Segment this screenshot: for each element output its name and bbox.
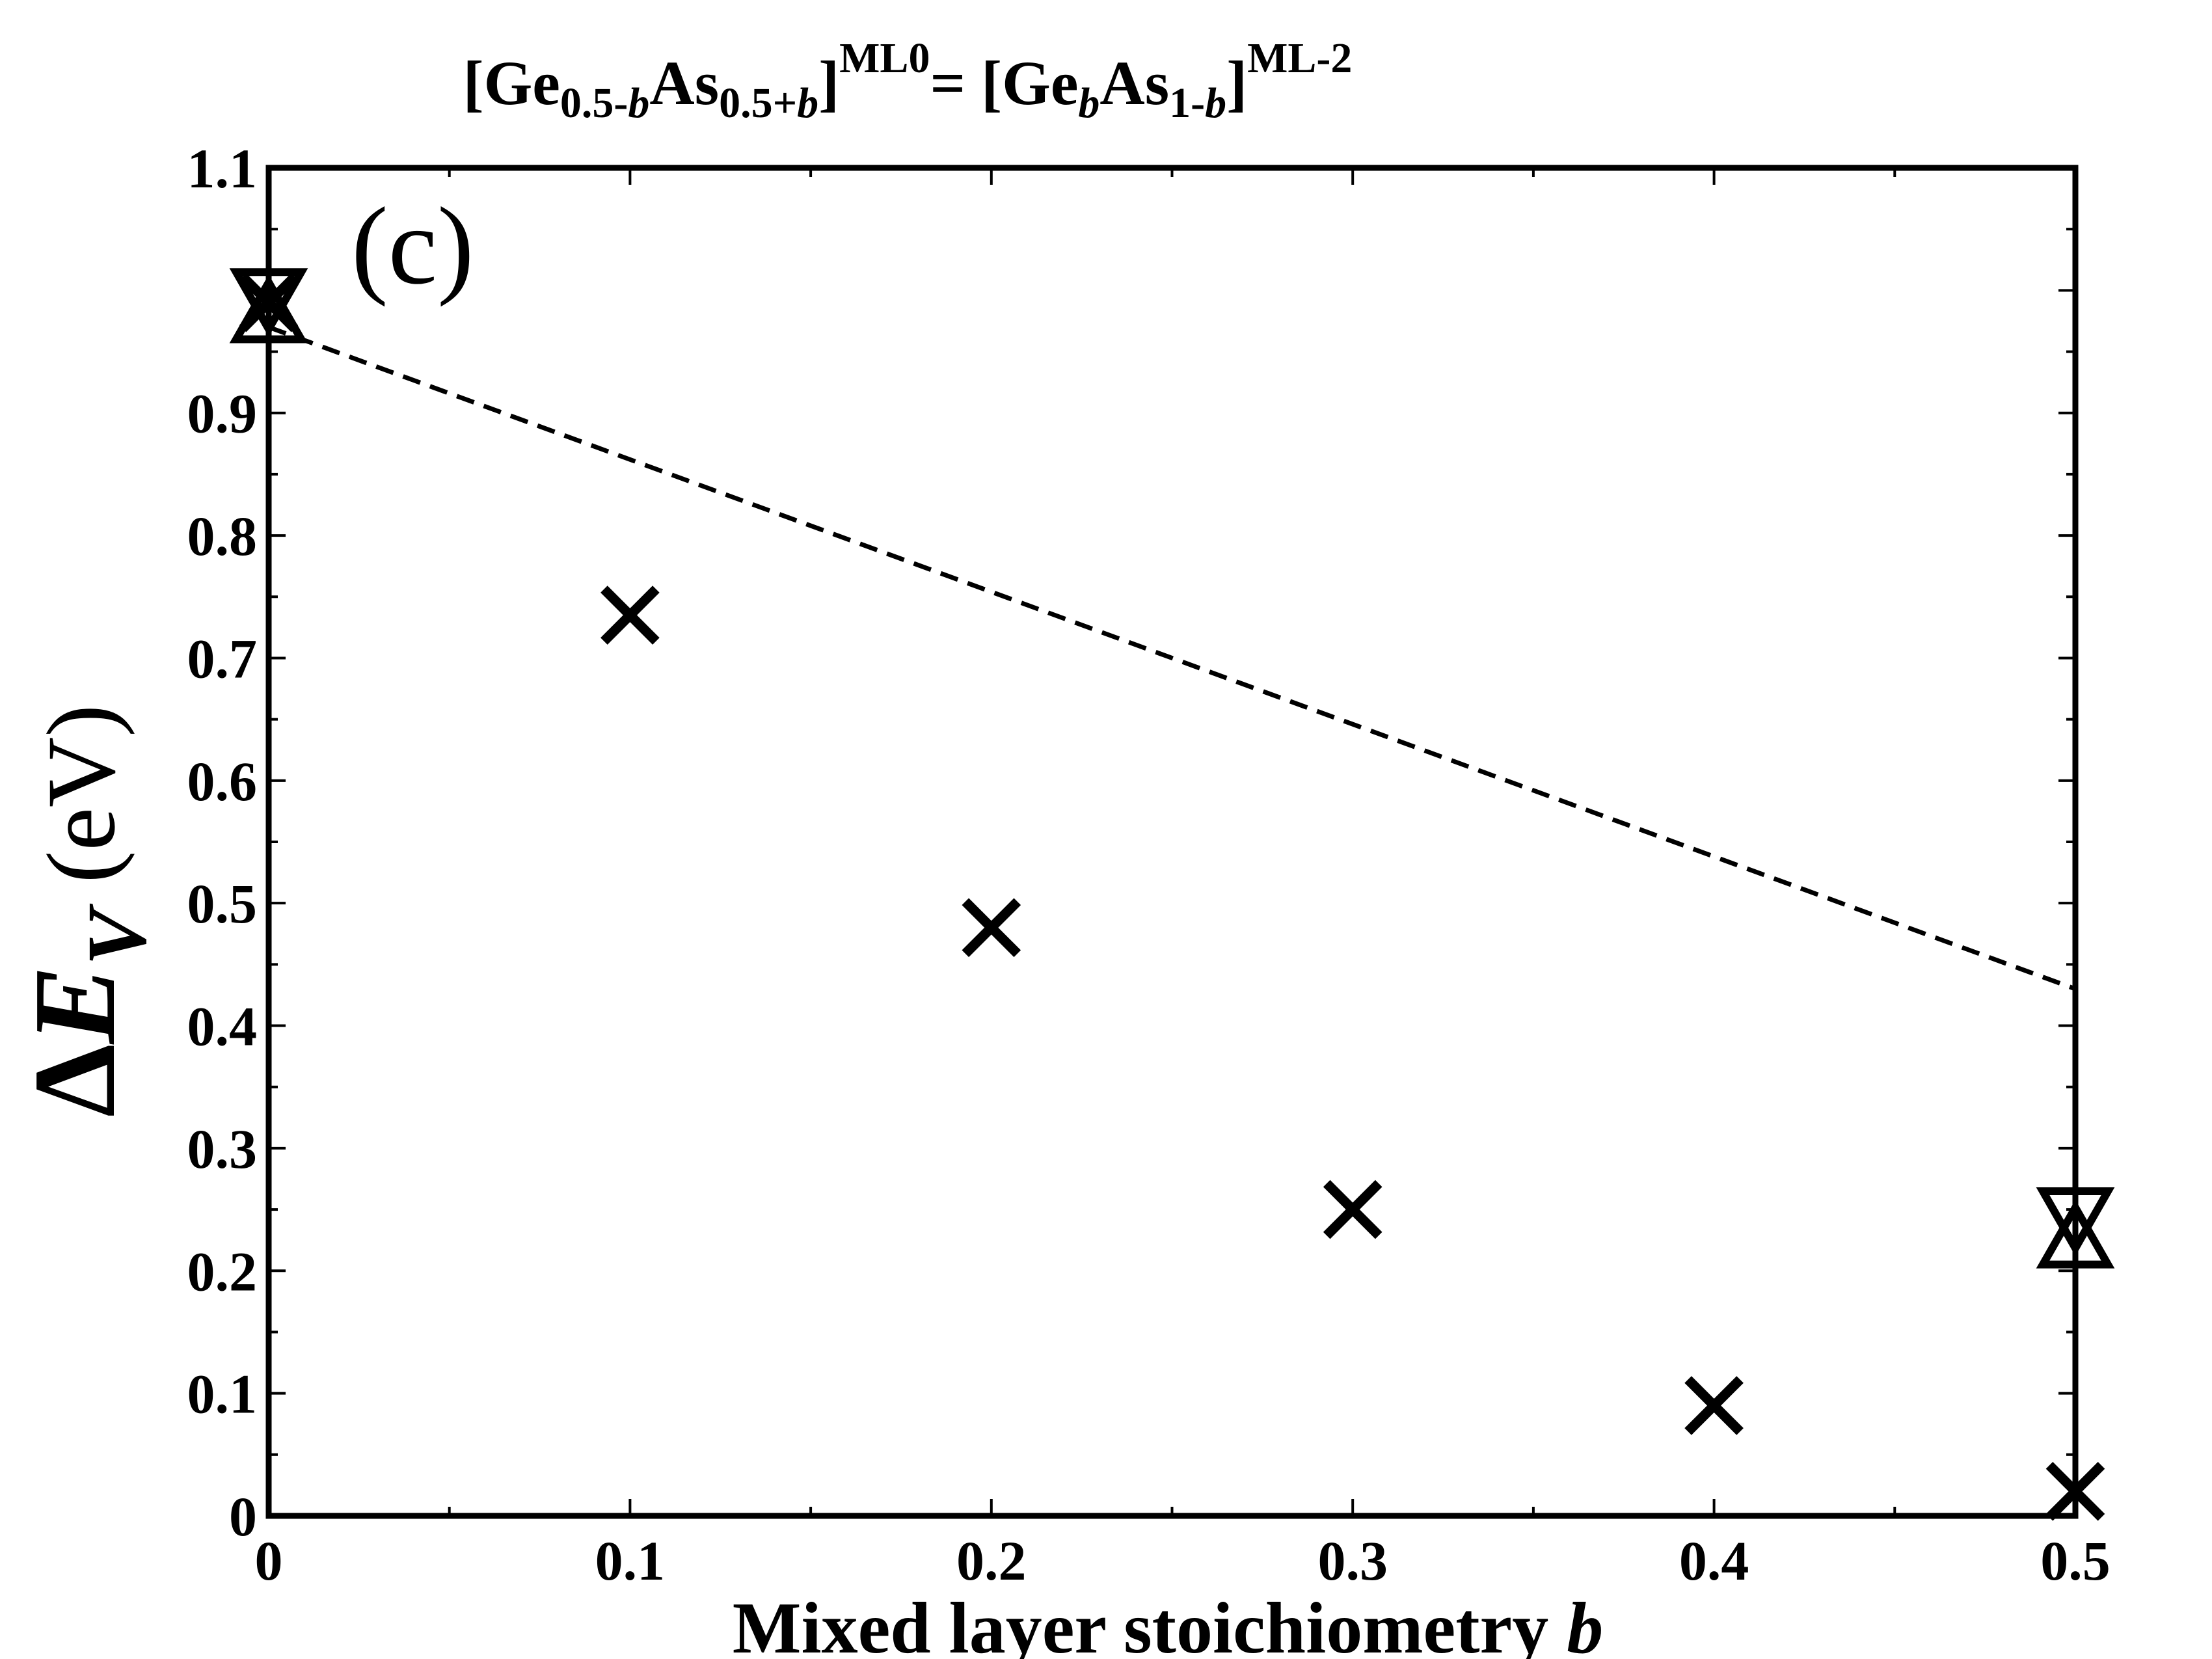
title-part: ] — [818, 48, 839, 118]
y-tick-label: 0.4 — [187, 995, 258, 1058]
title-part: b — [797, 79, 818, 127]
x-tick-label: 0.4 — [1679, 1530, 1749, 1592]
y-tick-label: 0.8 — [187, 505, 258, 567]
plot-frame — [265, 165, 2079, 1519]
x-tick-label: 0.2 — [956, 1530, 1027, 1592]
x-marker — [962, 898, 1021, 958]
y-tick-label: 0.9 — [187, 383, 258, 445]
x-tick-label: 0.5 — [2040, 1530, 2111, 1592]
x-axis-label-text: Mixed layer stoichiometry — [733, 1588, 1548, 1659]
title-part: b — [1078, 79, 1099, 127]
y-tick-label: 0.5 — [187, 872, 258, 935]
y-tick-label: 0.3 — [187, 1118, 258, 1180]
y-axis-label-var: E — [10, 965, 139, 1045]
panel-label: (c) — [351, 185, 474, 307]
title-part: ] — [1226, 48, 1247, 118]
chart-title: [Ge0.5-bAs0.5+b]ML0= [GebAs1-b]ML-2 — [463, 34, 1353, 127]
title-part: ML-2 — [1247, 34, 1352, 82]
axis-ticks: 0 0.1 0.2 0.3 0.4 0.5 0 0.1 0.2 0.3 0.4 0.5 0.6 0.7 0.… — [187, 137, 2111, 1592]
x-marker — [600, 586, 660, 645]
y-axis-label-delta: Δ — [10, 1044, 139, 1117]
title-part: ML0 — [839, 34, 930, 82]
title-part: b — [1205, 79, 1226, 127]
x-marker — [1323, 1180, 1382, 1239]
title-part: 1- — [1169, 79, 1205, 127]
title-part: 0.5+ — [719, 79, 797, 127]
y-tick-label: 0 — [229, 1485, 257, 1548]
plot-marks — [229, 268, 2115, 1521]
y-tick-label: 0.6 — [187, 750, 258, 813]
x-tick-label: 0.1 — [595, 1530, 666, 1592]
x-tick-label: 0 — [255, 1530, 283, 1592]
x-axis-label-var: b — [1567, 1588, 1603, 1659]
y-axis-label: ΔEV (eV) — [10, 705, 164, 1117]
y-tick-label: 0.1 — [187, 1363, 258, 1425]
title-part: 0.5- — [560, 79, 628, 127]
y-tick-label: 0.2 — [187, 1240, 258, 1302]
y-axis-label-sub: V — [70, 903, 164, 965]
title-part: [Ge — [463, 48, 560, 118]
x-axis-label: Mixed layer stoichiometry b — [733, 1588, 1603, 1659]
title-part: b — [628, 79, 649, 127]
title-part: As — [649, 48, 719, 118]
x-tick-label: 0.3 — [1317, 1530, 1388, 1592]
y-tick-label: 1.1 — [187, 137, 258, 200]
y-axis-label-unit: (eV) — [27, 705, 135, 883]
x-marker — [1684, 1376, 1744, 1435]
title-part: = [Ge — [930, 48, 1078, 118]
y-tick-label: 0.7 — [187, 627, 258, 690]
fit-line — [267, 325, 2077, 991]
title-part: As — [1099, 48, 1169, 118]
